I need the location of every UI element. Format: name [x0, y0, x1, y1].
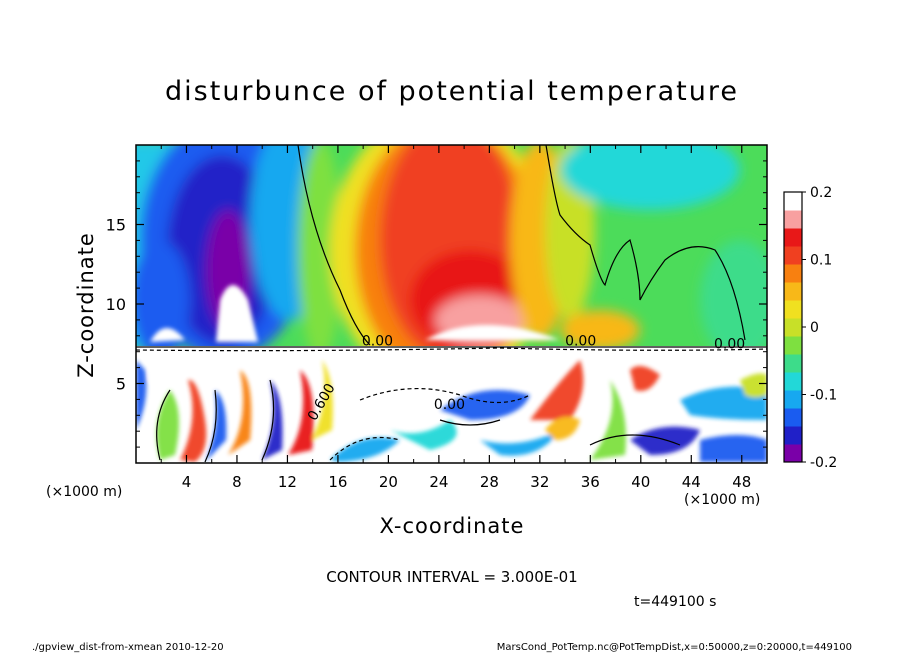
time-text: t=449100 s — [634, 594, 717, 610]
footer-right: MarsCond_PotTemp.nc@PotTempDist,x=0:5000… — [496, 642, 852, 653]
colorbar-swatch — [784, 354, 802, 373]
colorbar-swatch — [784, 372, 802, 391]
contour-label: 0.00 — [714, 337, 745, 353]
contour-label: 0.00 — [362, 333, 393, 349]
colorbar-tick-label: 0.1 — [810, 253, 832, 269]
colorbar — [783, 191, 803, 463]
colorbar-tick-label: -0.1 — [810, 388, 837, 404]
colorbar-swatch — [784, 318, 802, 337]
colorbar-tick-label: 0.2 — [810, 185, 832, 201]
chart-title: disturbunce of potential temperature — [165, 76, 739, 107]
colorbar-swatch — [784, 246, 802, 265]
x-tick-label: 44 — [682, 473, 701, 491]
colorbar-swatch — [784, 192, 802, 211]
colorbar-swatch — [784, 408, 802, 427]
colorbar-tick-label: 0 — [810, 320, 819, 336]
heatmap-field — [136, 145, 767, 463]
contour-interval-text: CONTOUR INTERVAL = 3.000E-01 — [326, 568, 578, 586]
colorbar-tick-label: -0.2 — [810, 455, 837, 471]
footer-left: ./gpview_dist-from-xmean 2010-12-20 — [32, 642, 224, 653]
x-tick-label: 16 — [328, 473, 347, 491]
colorbar-swatch — [784, 300, 802, 319]
x-tick-label: 12 — [278, 473, 297, 491]
x-tick-label: 40 — [631, 473, 650, 491]
x-tick-label: 4 — [182, 473, 192, 491]
x-tick-label: 48 — [732, 473, 751, 491]
x-unit-left: (×1000 m) — [46, 484, 123, 500]
colorbar-swatch — [784, 444, 802, 463]
colorbar-swatch — [784, 426, 802, 445]
contour-label: 0.00 — [434, 397, 465, 413]
x-tick-label: 28 — [480, 473, 499, 491]
y-tick-label: 10 — [106, 295, 126, 314]
colorbar-swatch — [784, 210, 802, 229]
x-axis-label: X-coordinate — [379, 514, 525, 538]
colorbar-swatch — [784, 390, 802, 409]
x-tick-label: 24 — [429, 473, 448, 491]
colorbar-swatch — [784, 228, 802, 247]
contour-label: 0.00 — [565, 333, 596, 349]
x-tick-label: 36 — [581, 473, 600, 491]
y-tick-label: 5 — [116, 375, 126, 394]
colorbar-swatch — [784, 336, 802, 355]
colorbar-swatch — [784, 264, 802, 283]
colorbar-swatch — [784, 282, 802, 301]
x-tick-label: 8 — [232, 473, 242, 491]
x-tick-label: 32 — [530, 473, 549, 491]
x-tick-label: 20 — [379, 473, 398, 491]
y-tick-label: 15 — [106, 216, 126, 235]
x-unit-right: (×1000 m) — [684, 492, 761, 508]
